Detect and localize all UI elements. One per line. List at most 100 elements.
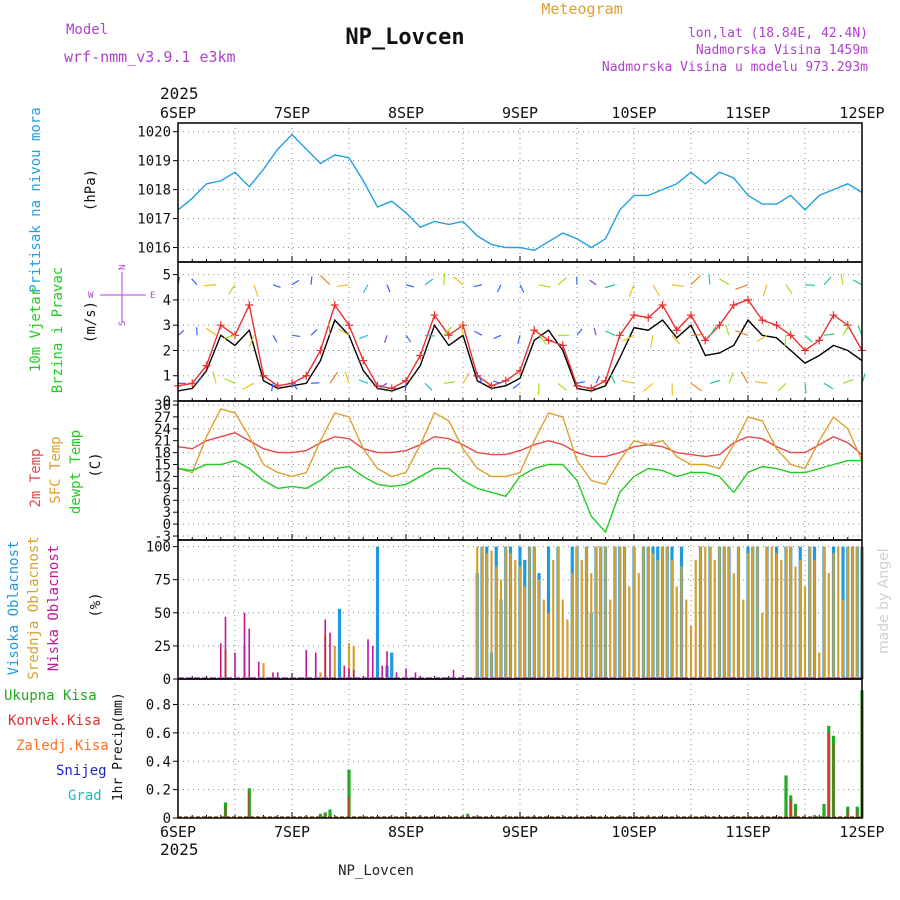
- bar-visoka-oblacnost: [337, 608, 342, 679]
- bar-srednja-oblacnost: [818, 652, 821, 679]
- wind-arrow: [593, 327, 597, 336]
- top-day-label: 9SEP: [502, 104, 538, 122]
- wind-arrow: [443, 381, 456, 384]
- wind-arrow: [291, 279, 300, 286]
- bar-srednja-oblacnost: [514, 559, 517, 679]
- series-line-sfc-temp: [177, 408, 863, 486]
- gust-marker: [459, 321, 467, 330]
- wind-ylabel-line1: 10m Vjetar: [28, 288, 44, 372]
- wind-arrow: [690, 275, 701, 286]
- gust-marker: [216, 321, 225, 330]
- wind-arrow: [336, 284, 350, 288]
- bottom-day-label: 7SEP: [274, 823, 310, 841]
- gust-marker: [630, 311, 638, 320]
- gust-marker: [601, 376, 610, 385]
- wind-arrow: [512, 382, 521, 389]
- wind-arrow: [557, 277, 567, 286]
- wind-arrow: [842, 378, 854, 384]
- bar-srednja-oblacnost: [504, 546, 507, 679]
- bar-srednja-oblacnost: [746, 553, 750, 679]
- wind-arrow: [404, 383, 407, 392]
- bar-srednja-oblacnost: [789, 546, 792, 679]
- bar-srednja-oblacnost: [780, 559, 783, 679]
- bar-niska-oblacnost: [381, 665, 384, 679]
- bottom-day-label: 9SEP: [502, 823, 538, 841]
- bar-srednja-oblacnost: [689, 626, 693, 679]
- bar-ukupna-kisa: [347, 769, 351, 818]
- bar-niska-oblacnost: [224, 616, 227, 679]
- wind-arrow: [203, 284, 217, 287]
- bar-srednja-oblacnost: [647, 546, 650, 679]
- bar-srednja-oblacnost: [737, 546, 740, 679]
- y-tick-label: 24: [154, 422, 171, 438]
- gust-marker: [801, 346, 809, 355]
- cloud-unit: (%): [88, 592, 104, 617]
- y-tick-label: 12: [154, 469, 171, 485]
- temp-ylabel-sfc: SFC Temp: [48, 436, 64, 503]
- wind-arrow: [735, 284, 749, 290]
- wind-arrow: [338, 328, 350, 336]
- bar-srednja-oblacnost: [585, 546, 588, 679]
- legend-zaledj-kisa: Zaledj.Kisa: [16, 738, 109, 754]
- bar-niska-oblacnost: [414, 672, 417, 679]
- bar-srednja-oblacnost: [713, 559, 716, 679]
- bar-srednja-oblacnost: [651, 553, 655, 679]
- bar-srednja-oblacnost: [685, 599, 688, 679]
- gust-marker: [416, 351, 425, 360]
- series-line-2m-temp: [177, 432, 863, 458]
- bar-srednja-oblacnost: [575, 546, 579, 679]
- bar-srednja-oblacnost: [623, 546, 626, 679]
- wind-arrow: [823, 382, 834, 390]
- gust-marker: [672, 326, 681, 335]
- bar-srednja-oblacnost: [561, 599, 564, 679]
- gust-marker: [359, 356, 368, 365]
- legend-snijeg: Snijeg: [56, 763, 107, 779]
- bar-srednja-oblacnost: [699, 546, 702, 679]
- wind-arrow: [272, 334, 278, 343]
- bar-srednja-oblacnost: [537, 579, 541, 679]
- wind-arrow: [842, 325, 850, 336]
- wind-arrow: [248, 335, 255, 348]
- bottom-day-label: 6SEP: [160, 823, 196, 841]
- bar-niska-oblacnost: [405, 668, 407, 679]
- gust-marker: [330, 300, 339, 309]
- wind-arrow: [310, 276, 313, 285]
- temp-ylabel-dew: dewpt Temp: [68, 430, 84, 514]
- bar-srednja-oblacnost: [632, 546, 636, 679]
- wind-unit: (m/s): [83, 301, 99, 343]
- wind-arrow: [784, 335, 787, 347]
- gust-marker: [615, 331, 624, 340]
- y-tick-label: 0.4: [146, 754, 171, 770]
- bar-niska-oblacnost: [343, 665, 346, 679]
- bar-niska-oblacnost: [257, 661, 260, 679]
- pressure-ylabel: Pritisak na nivou mora: [28, 107, 44, 292]
- wind-arrow: [291, 382, 298, 390]
- meteogram-label: Meteogram: [541, 0, 622, 18]
- bar-niska-oblacnost: [305, 649, 308, 679]
- wind-arrow: [291, 334, 301, 338]
- wind-arrow: [576, 381, 585, 384]
- bar-srednja-oblacnost: [851, 546, 854, 679]
- wind-arrow: [762, 284, 768, 297]
- y-tick-label: 0.6: [146, 726, 171, 742]
- svg-text:N: N: [118, 265, 128, 270]
- wind-arrow: [492, 380, 502, 384]
- wind-arrow: [740, 371, 749, 384]
- bar-srednja-oblacnost: [846, 546, 849, 679]
- y-tick-label: 3: [163, 318, 171, 334]
- wind-arrow: [642, 382, 654, 392]
- bar-srednja-oblacnost: [704, 546, 707, 679]
- y-tick-label: 9: [163, 481, 171, 497]
- wind-arrow: [443, 326, 453, 336]
- bar-ukupna-kisa: [822, 803, 826, 818]
- cloud-ylabel-high: Visoka Oblacnost: [6, 541, 22, 676]
- bar-konvek-kisa: [846, 809, 849, 818]
- bar-srednja-oblacnost: [319, 672, 322, 679]
- bar-srednja-oblacnost: [727, 546, 731, 679]
- gust-marker: [729, 300, 738, 309]
- wind-arrow: [709, 326, 717, 336]
- y-tick-label: 0: [163, 672, 171, 688]
- gust-marker: [302, 371, 311, 380]
- wind-arrow: [852, 279, 863, 286]
